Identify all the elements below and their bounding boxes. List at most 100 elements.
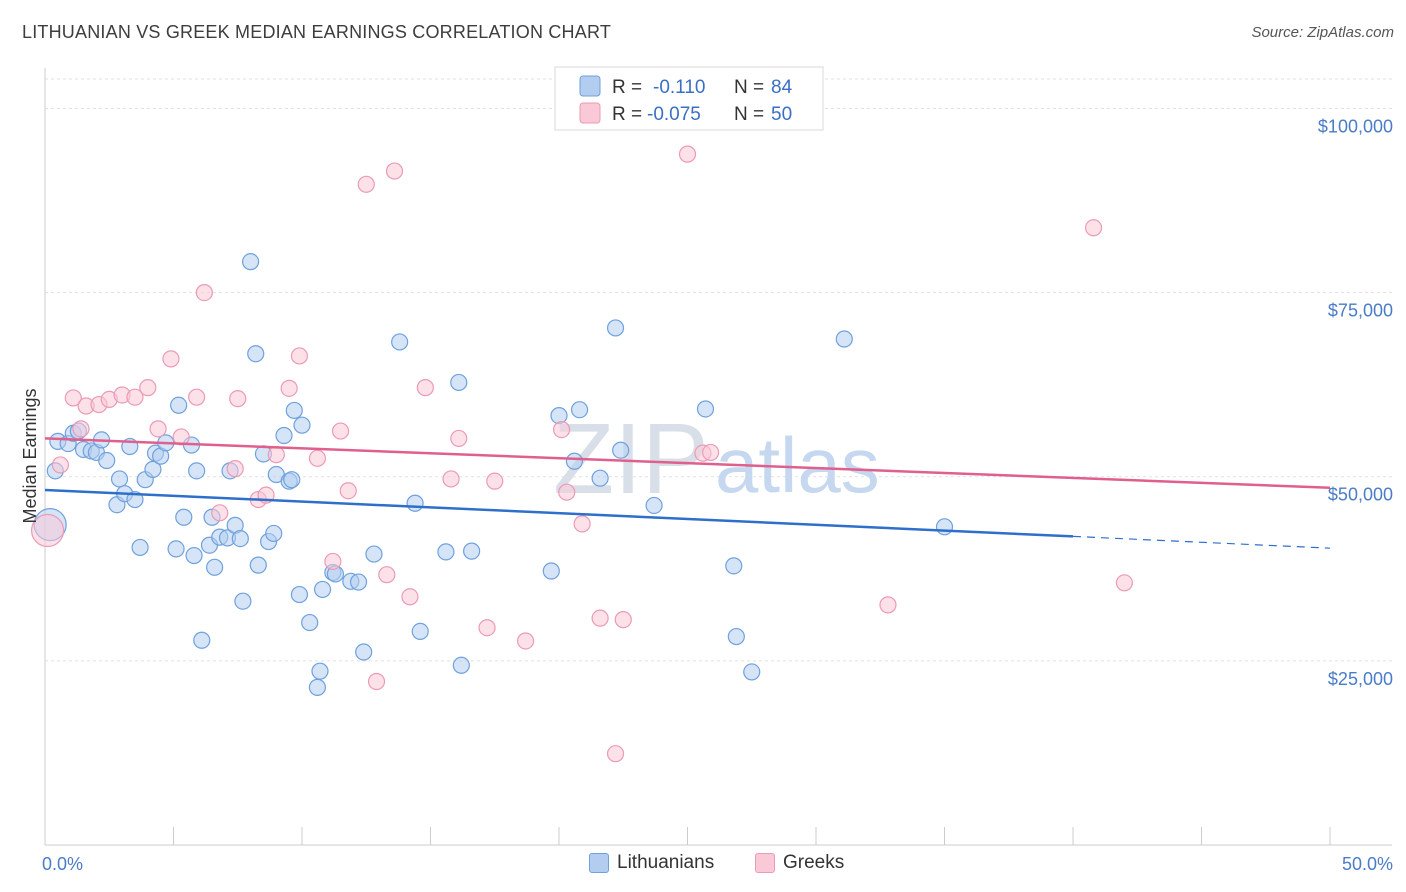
greek-point-9	[139, 379, 157, 397]
greek-point-24	[324, 552, 342, 571]
lithuanian-point-28	[193, 631, 211, 649]
greek-point-8	[126, 388, 144, 406]
greek-point-15	[211, 504, 229, 522]
lithuanian-point-26	[185, 546, 203, 565]
lithuanian-point-50	[293, 416, 311, 434]
greek-point-25	[331, 422, 350, 440]
greek-point-34	[450, 429, 468, 448]
lithuanian-point-39	[247, 345, 265, 363]
greek-point-36	[486, 472, 504, 490]
greek-point-13	[188, 388, 206, 406]
greek-point-43	[614, 611, 632, 629]
y-tick-labels: $25,000 $50,000 $75,000 $100,000	[1318, 116, 1393, 688]
stat-legend-swatch-lithuanians	[579, 75, 601, 97]
greek-point-35	[478, 619, 496, 637]
lithuanian-trend-line	[44, 488, 1074, 538]
lithuanian-point-61	[391, 333, 409, 351]
greek-point-1	[51, 456, 70, 474]
lithuanian-point-59	[355, 643, 373, 661]
lithuanian-point-77	[725, 557, 743, 575]
lithuanian-point-10	[98, 451, 116, 470]
legend-swatch-lithuanians	[589, 853, 609, 873]
watermark: ZIP atlas	[553, 403, 880, 515]
y-axis-label: Median Earnings	[20, 388, 40, 523]
greek-point-40	[573, 515, 591, 533]
trend-lines	[44, 437, 1331, 549]
y-tick-label-1: $50,000	[1328, 485, 1393, 505]
greek-point-16	[226, 460, 244, 478]
lithuanian-point-69	[550, 406, 568, 425]
y-tick-label-0: $25,000	[1328, 669, 1393, 689]
lithuanian-point-63	[411, 622, 429, 641]
greek-point-46	[702, 443, 720, 462]
stat-r-label-greeks: R =	[612, 104, 642, 125]
greek-point-11	[162, 350, 180, 368]
lithuanian-point-75	[645, 496, 663, 515]
lithuanian-point-65	[450, 373, 468, 392]
lithuanian-point-36	[231, 529, 249, 548]
stat-r-greeks: -0.075	[647, 104, 701, 125]
greek-point-28	[367, 672, 386, 691]
greek-point-22	[290, 347, 309, 365]
lithuanian-point-78	[727, 627, 745, 646]
greek-point-20	[267, 446, 285, 464]
lithuanian-point-72	[591, 469, 609, 487]
stat-r-lithuanians: -0.110	[653, 77, 705, 98]
legend-label-greeks: Greeks	[783, 852, 845, 873]
series-legend: Lithuanians Greeks	[0, 852, 1406, 878]
series-greeks-points	[30, 145, 1134, 763]
lithuanian-point-70	[565, 452, 584, 470]
legend-item-lithuanians[interactable]: Lithuanians	[589, 852, 714, 874]
greek-point-37	[516, 632, 535, 650]
lithuanian-point-12	[110, 470, 129, 488]
lithuanian-point-38	[242, 253, 260, 271]
greek-point-30	[385, 162, 404, 180]
greek-point-26	[339, 482, 357, 500]
chart-source: Source: ZipAtlas.com	[1251, 24, 1394, 41]
greek-point-38	[552, 420, 571, 439]
stat-n-label-lithuanians: N =	[734, 77, 764, 98]
legend-label-lithuanians: Lithuanians	[617, 852, 715, 873]
greek-point-12	[172, 428, 190, 446]
stat-n-lithuanians: 84	[771, 77, 793, 98]
x-tick-label-0: 0.0%	[42, 854, 83, 874]
lithuanian-point-23	[170, 396, 188, 414]
x-tick-labels: 0.0% 50.0%	[42, 854, 1393, 874]
lithuanian-trend-extension	[1072, 535, 1331, 549]
greek-trend-line	[44, 437, 1331, 490]
greek-point-0	[30, 513, 65, 548]
lithuanian-point-49	[290, 585, 309, 604]
lithuanian-point-53	[311, 662, 329, 680]
y-tick-label-2: $75,000	[1328, 301, 1393, 321]
greek-point-32	[416, 379, 434, 397]
greek-point-33	[442, 470, 460, 488]
axes	[44, 68, 1392, 846]
lithuanian-point-67	[463, 542, 481, 560]
greek-point-27	[357, 175, 375, 193]
greek-point-14	[195, 283, 213, 302]
greek-point-29	[378, 566, 396, 584]
lithuanian-point-27	[188, 462, 206, 480]
greek-point-49	[1115, 574, 1134, 592]
lithuanian-point-58	[349, 573, 368, 591]
lithuanian-point-74	[612, 441, 630, 459]
lithuanian-point-37	[234, 592, 252, 610]
lithuanian-point-62	[406, 494, 424, 512]
greek-point-3	[72, 420, 90, 438]
lithuanian-point-73	[606, 319, 625, 337]
y-tick-label-3: $100,000	[1318, 116, 1393, 136]
legend-item-greeks[interactable]: Greeks	[755, 852, 844, 874]
greek-point-31	[401, 588, 419, 606]
stat-legend-swatch-greeks	[579, 102, 601, 124]
lithuanian-point-24	[175, 508, 193, 526]
lithuanian-point-15	[126, 490, 144, 509]
lithuanian-point-52	[308, 678, 327, 696]
greek-point-47	[879, 596, 897, 614]
greek-point-41	[591, 609, 609, 627]
greek-point-10	[149, 420, 167, 438]
lithuanian-point-45	[275, 426, 293, 445]
chart-title: LITHUANIAN VS GREEK MEDIAN EARNINGS CORR…	[22, 22, 612, 42]
x-tick-label-1: 50.0%	[1342, 854, 1393, 874]
lithuanian-point-51	[301, 613, 319, 632]
